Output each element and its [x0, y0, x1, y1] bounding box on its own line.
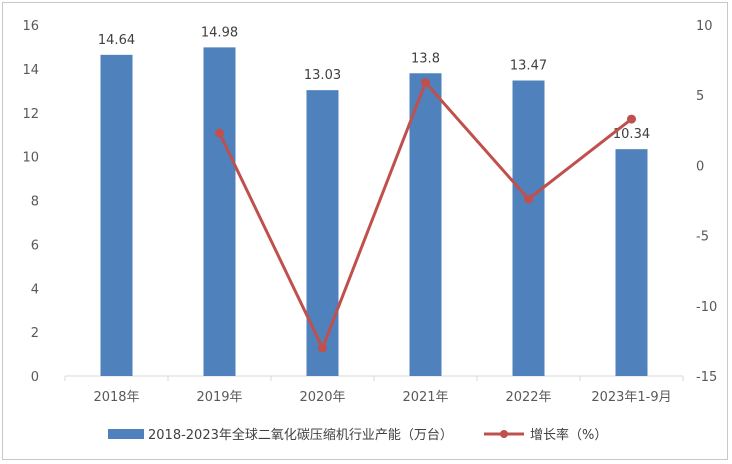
bar-data-labels: 14.64 14.98 13.03 13.8 13.47 10.34: [98, 25, 650, 142]
growth-rate-point: [524, 194, 533, 204]
y-right-tick-label: -5: [696, 230, 709, 245]
y-left-tick-label: 10: [22, 151, 39, 166]
axes: 2018年 2019年 2020年 2021年 2022年 2023年1-9月 0 2 4 6 8 1…: [22, 19, 717, 405]
x-tick-label: 2019年: [196, 390, 242, 405]
combo-chart: 2018年 2019年 2020年 2021年 2022年 2023年1-9月 0 2 4 6 8 1…: [22, 19, 717, 443]
y-right-tick-label: 10: [696, 19, 713, 34]
bar-data-label: 10.34: [613, 127, 650, 142]
bar: [203, 47, 236, 376]
x-tick-label: 2023年1-9月: [591, 390, 671, 405]
bar-data-label: 13.03: [304, 68, 341, 83]
y-left-tick-label: 6: [31, 238, 39, 253]
line-series: [215, 78, 636, 353]
x-tick-label: 2018年: [93, 390, 139, 405]
y-right-tick-label: 5: [696, 89, 704, 104]
growth-rate-point: [627, 114, 636, 124]
bar-data-label: 14.64: [98, 33, 135, 48]
growth-rate-point: [318, 343, 327, 353]
y-left-tick-label: 14: [22, 63, 39, 78]
growth-rate-point: [215, 128, 224, 138]
legend-swatch-marker: [500, 430, 508, 438]
chart-frame: 2018年 2019年 2020年 2021年 2022年 2023年1-9月 0 2 4 6 8 1…: [2, 2, 728, 460]
y-left-tick-label: 12: [22, 107, 39, 122]
bar-series: [100, 47, 648, 377]
bar: [100, 54, 133, 377]
legend-swatch-bar: [108, 429, 144, 439]
bar: [615, 149, 648, 376]
y-left-tick-label: 2: [31, 326, 39, 341]
y-left-tick-label: 8: [31, 195, 39, 210]
bar-data-label: 14.98: [201, 25, 238, 40]
x-tick-label: 2021年: [402, 390, 448, 405]
y-right-tick-label: -10: [696, 300, 717, 315]
bar: [409, 73, 442, 376]
x-tick-label: 2022年: [505, 390, 551, 405]
bar-data-label: 13.8: [411, 51, 440, 66]
bar: [306, 90, 339, 377]
y-right-tick-label: -15: [696, 370, 717, 385]
y-left-tick-label: 4: [31, 282, 39, 297]
bar-data-label: 13.47: [510, 59, 547, 74]
bar: [512, 80, 545, 376]
y-right-tick-label: 0: [696, 159, 704, 174]
legend-label-bar: 2018-2023年全球二氧化碳压缩机行业产能（万台）: [148, 427, 453, 443]
legend: 2018-2023年全球二氧化碳压缩机行业产能（万台） 增长率（%）: [108, 427, 607, 443]
x-tick-label: 2020年: [299, 390, 345, 405]
y-left-tick-label: 16: [22, 19, 39, 34]
y-left-tick-label: 0: [31, 370, 39, 385]
growth-rate-point: [421, 78, 430, 88]
legend-label-line: 增长率（%）: [530, 427, 607, 443]
